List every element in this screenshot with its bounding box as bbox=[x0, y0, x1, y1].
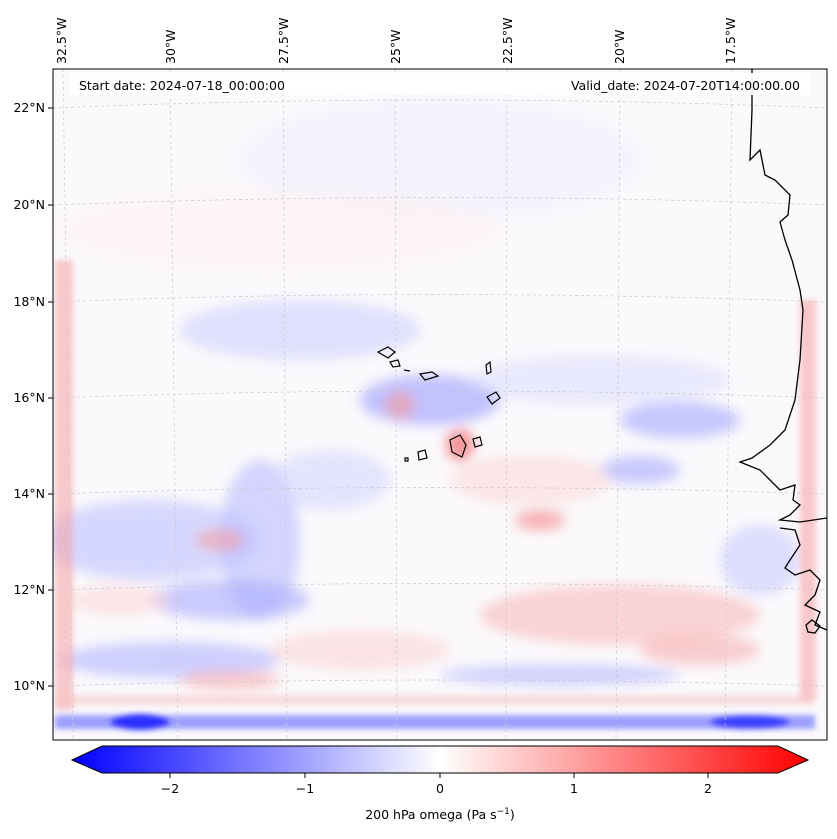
colorbar bbox=[70, 745, 810, 778]
colorbar-label-prefix: 200 hPa omega (Pa s bbox=[365, 807, 497, 823]
lat-label-12n: 12°N bbox=[13, 582, 45, 597]
colorbar-label-suffix: ) bbox=[509, 807, 515, 823]
lon-label-27-5w: 27.5°W bbox=[276, 17, 291, 64]
lon-label-25w: 25°W bbox=[388, 29, 403, 64]
lon-label-30w: 30°W bbox=[163, 29, 178, 64]
colorbar-tick-0: 0 bbox=[436, 781, 444, 796]
start-date-label: Start date: 2024-07-18_00:00:00 bbox=[79, 78, 285, 93]
lat-label-10n: 10°N bbox=[13, 678, 45, 693]
valid-date-label: Valid_date: 2024-07-20T14:00:00.00 bbox=[570, 78, 800, 93]
islands bbox=[376, 346, 501, 462]
lat-label-20n: 20°N bbox=[13, 197, 45, 212]
lon-label-32-5w: 32.5°W bbox=[54, 17, 69, 64]
colorbar-tick-neg1: −1 bbox=[295, 781, 315, 796]
coastline bbox=[738, 69, 827, 634]
omega-field bbox=[53, 69, 827, 740]
lat-label-18n: 18°N bbox=[13, 294, 45, 309]
lat-label-16n: 16°N bbox=[13, 390, 45, 405]
colorbar-tick-1: 1 bbox=[570, 781, 578, 796]
colorbar-tick-neg2: −2 bbox=[160, 781, 180, 796]
lon-label-17-5w: 17.5°W bbox=[723, 17, 738, 64]
lon-label-20w: 20°W bbox=[612, 29, 627, 64]
colorbar-label: 200 hPa omega (Pa s−1) bbox=[0, 807, 837, 822]
colorbar-tick-2: 2 bbox=[704, 781, 712, 796]
colorbar-bar bbox=[70, 745, 810, 774]
colorbar-label-exponent: −1 bbox=[496, 807, 510, 817]
lat-label-14n: 14°N bbox=[13, 486, 45, 501]
lon-label-22-5w: 22.5°W bbox=[500, 17, 515, 64]
map-frame bbox=[52, 68, 828, 741]
lat-label-22n: 22°N bbox=[13, 100, 45, 115]
graticule bbox=[53, 69, 827, 740]
